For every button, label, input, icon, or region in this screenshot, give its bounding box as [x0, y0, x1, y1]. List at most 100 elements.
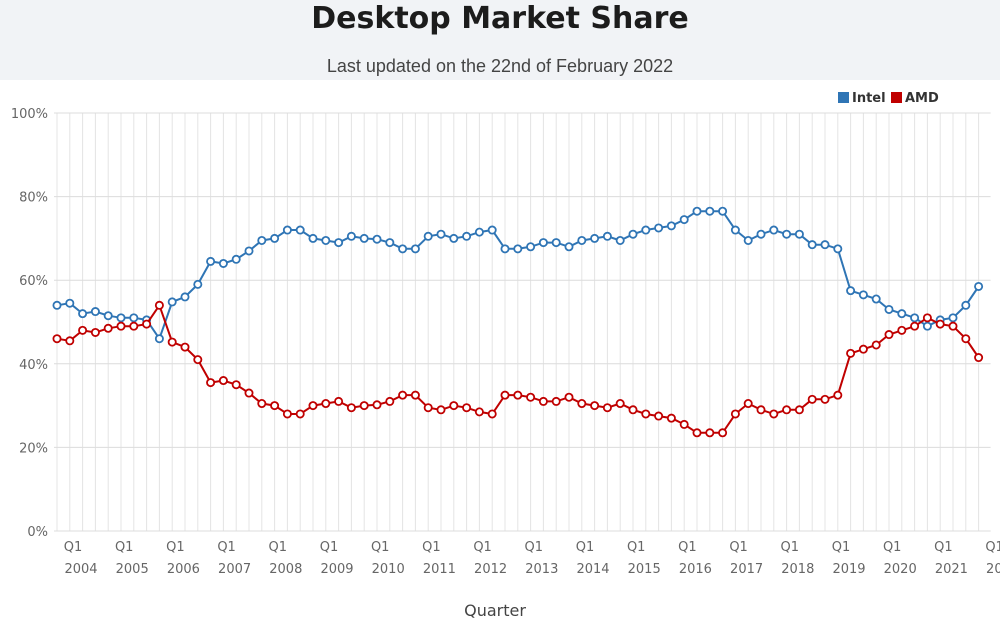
data-point-amd[interactable] [897, 325, 907, 335]
data-point-intel[interactable] [474, 227, 484, 237]
data-point-amd[interactable] [679, 419, 689, 429]
data-point-intel[interactable] [564, 242, 574, 252]
data-point-intel[interactable] [743, 235, 753, 245]
data-point-intel[interactable] [974, 281, 984, 291]
data-point-amd[interactable] [334, 396, 344, 406]
data-point-intel[interactable] [705, 206, 715, 216]
data-point-amd[interactable] [295, 409, 305, 419]
data-point-amd[interactable] [615, 399, 625, 409]
data-point-intel[interactable] [487, 225, 497, 235]
data-point-amd[interactable] [551, 396, 561, 406]
data-point-amd[interactable] [359, 401, 369, 411]
data-point-amd[interactable] [78, 325, 88, 335]
data-point-amd[interactable] [436, 405, 446, 415]
data-point-amd[interactable] [90, 327, 100, 337]
data-point-intel[interactable] [321, 235, 331, 245]
data-point-amd[interactable] [193, 355, 203, 365]
data-point-intel[interactable] [372, 234, 382, 244]
data-point-amd[interactable] [935, 319, 945, 329]
data-point-intel[interactable] [833, 244, 843, 254]
data-point-amd[interactable] [308, 401, 318, 411]
data-point-amd[interactable] [231, 380, 241, 390]
data-point-intel[interactable] [282, 225, 292, 235]
data-point-intel[interactable] [897, 309, 907, 319]
legend-label-intel[interactable]: Intel [852, 91, 886, 106]
data-point-intel[interactable] [449, 233, 459, 243]
data-point-amd[interactable] [730, 409, 740, 419]
data-point-amd[interactable] [846, 348, 856, 358]
data-point-intel[interactable] [257, 235, 267, 245]
data-point-intel[interactable] [730, 225, 740, 235]
data-point-amd[interactable] [218, 376, 228, 386]
data-point-intel[interactable] [78, 309, 88, 319]
data-point-amd[interactable] [346, 403, 356, 413]
data-point-amd[interactable] [718, 428, 728, 438]
data-point-amd[interactable] [782, 405, 792, 415]
data-point-intel[interactable] [167, 297, 177, 307]
data-point-amd[interactable] [910, 321, 920, 331]
data-point-amd[interactable] [974, 353, 984, 363]
data-point-amd[interactable] [756, 405, 766, 415]
data-point-intel[interactable] [538, 238, 548, 248]
data-point-amd[interactable] [462, 403, 472, 413]
data-point-intel[interactable] [462, 231, 472, 241]
data-point-amd[interactable] [922, 313, 932, 323]
data-point-amd[interactable] [577, 399, 587, 409]
data-point-amd[interactable] [743, 399, 753, 409]
chart-legend[interactable]: Intel AMD [838, 91, 939, 106]
data-point-intel[interactable] [52, 300, 62, 310]
data-point-amd[interactable] [769, 409, 779, 419]
data-point-intel[interactable] [295, 225, 305, 235]
data-point-intel[interactable] [807, 240, 817, 250]
data-point-amd[interactable] [641, 409, 651, 419]
data-point-intel[interactable] [590, 233, 600, 243]
data-point-intel[interactable] [513, 244, 523, 254]
data-point-amd[interactable] [52, 334, 62, 344]
data-point-amd[interactable] [449, 401, 459, 411]
data-point-amd[interactable] [807, 394, 817, 404]
data-point-amd[interactable] [500, 390, 510, 400]
data-point-intel[interactable] [334, 238, 344, 248]
data-point-amd[interactable] [628, 405, 638, 415]
data-point-amd[interactable] [167, 337, 177, 347]
data-point-amd[interactable] [590, 401, 600, 411]
data-point-amd[interactable] [410, 390, 420, 400]
data-point-intel[interactable] [692, 206, 702, 216]
data-point-intel[interactable] [270, 233, 280, 243]
data-point-amd[interactable] [564, 392, 574, 402]
data-point-intel[interactable] [820, 240, 830, 250]
data-point-intel[interactable] [654, 223, 664, 233]
data-point-intel[interactable] [782, 229, 792, 239]
data-point-intel[interactable] [423, 231, 433, 241]
data-point-intel[interactable] [794, 229, 804, 239]
data-point-intel[interactable] [180, 292, 190, 302]
data-point-intel[interactable] [922, 321, 932, 331]
data-point-intel[interactable] [206, 256, 216, 266]
data-point-intel[interactable] [526, 242, 536, 252]
data-point-intel[interactable] [398, 244, 408, 254]
data-point-intel[interactable] [154, 334, 164, 344]
data-point-amd[interactable] [666, 413, 676, 423]
data-point-amd[interactable] [692, 428, 702, 438]
data-point-amd[interactable] [154, 300, 164, 310]
data-point-intel[interactable] [666, 221, 676, 231]
data-point-intel[interactable] [679, 215, 689, 225]
data-point-intel[interactable] [103, 311, 113, 321]
data-point-intel[interactable] [769, 225, 779, 235]
data-point-amd[interactable] [474, 407, 484, 417]
data-point-intel[interactable] [90, 307, 100, 317]
data-point-intel[interactable] [436, 229, 446, 239]
data-point-amd[interactable] [513, 390, 523, 400]
data-point-intel[interactable] [116, 313, 126, 323]
data-point-amd[interactable] [142, 319, 152, 329]
data-point-amd[interactable] [423, 403, 433, 413]
data-point-amd[interactable] [538, 396, 548, 406]
data-point-intel[interactable] [193, 279, 203, 289]
data-point-amd[interactable] [116, 321, 126, 331]
data-point-intel[interactable] [308, 233, 318, 243]
data-point-amd[interactable] [794, 405, 804, 415]
data-point-amd[interactable] [257, 399, 267, 409]
data-point-amd[interactable] [833, 390, 843, 400]
data-point-amd[interactable] [820, 394, 830, 404]
data-point-intel[interactable] [756, 229, 766, 239]
